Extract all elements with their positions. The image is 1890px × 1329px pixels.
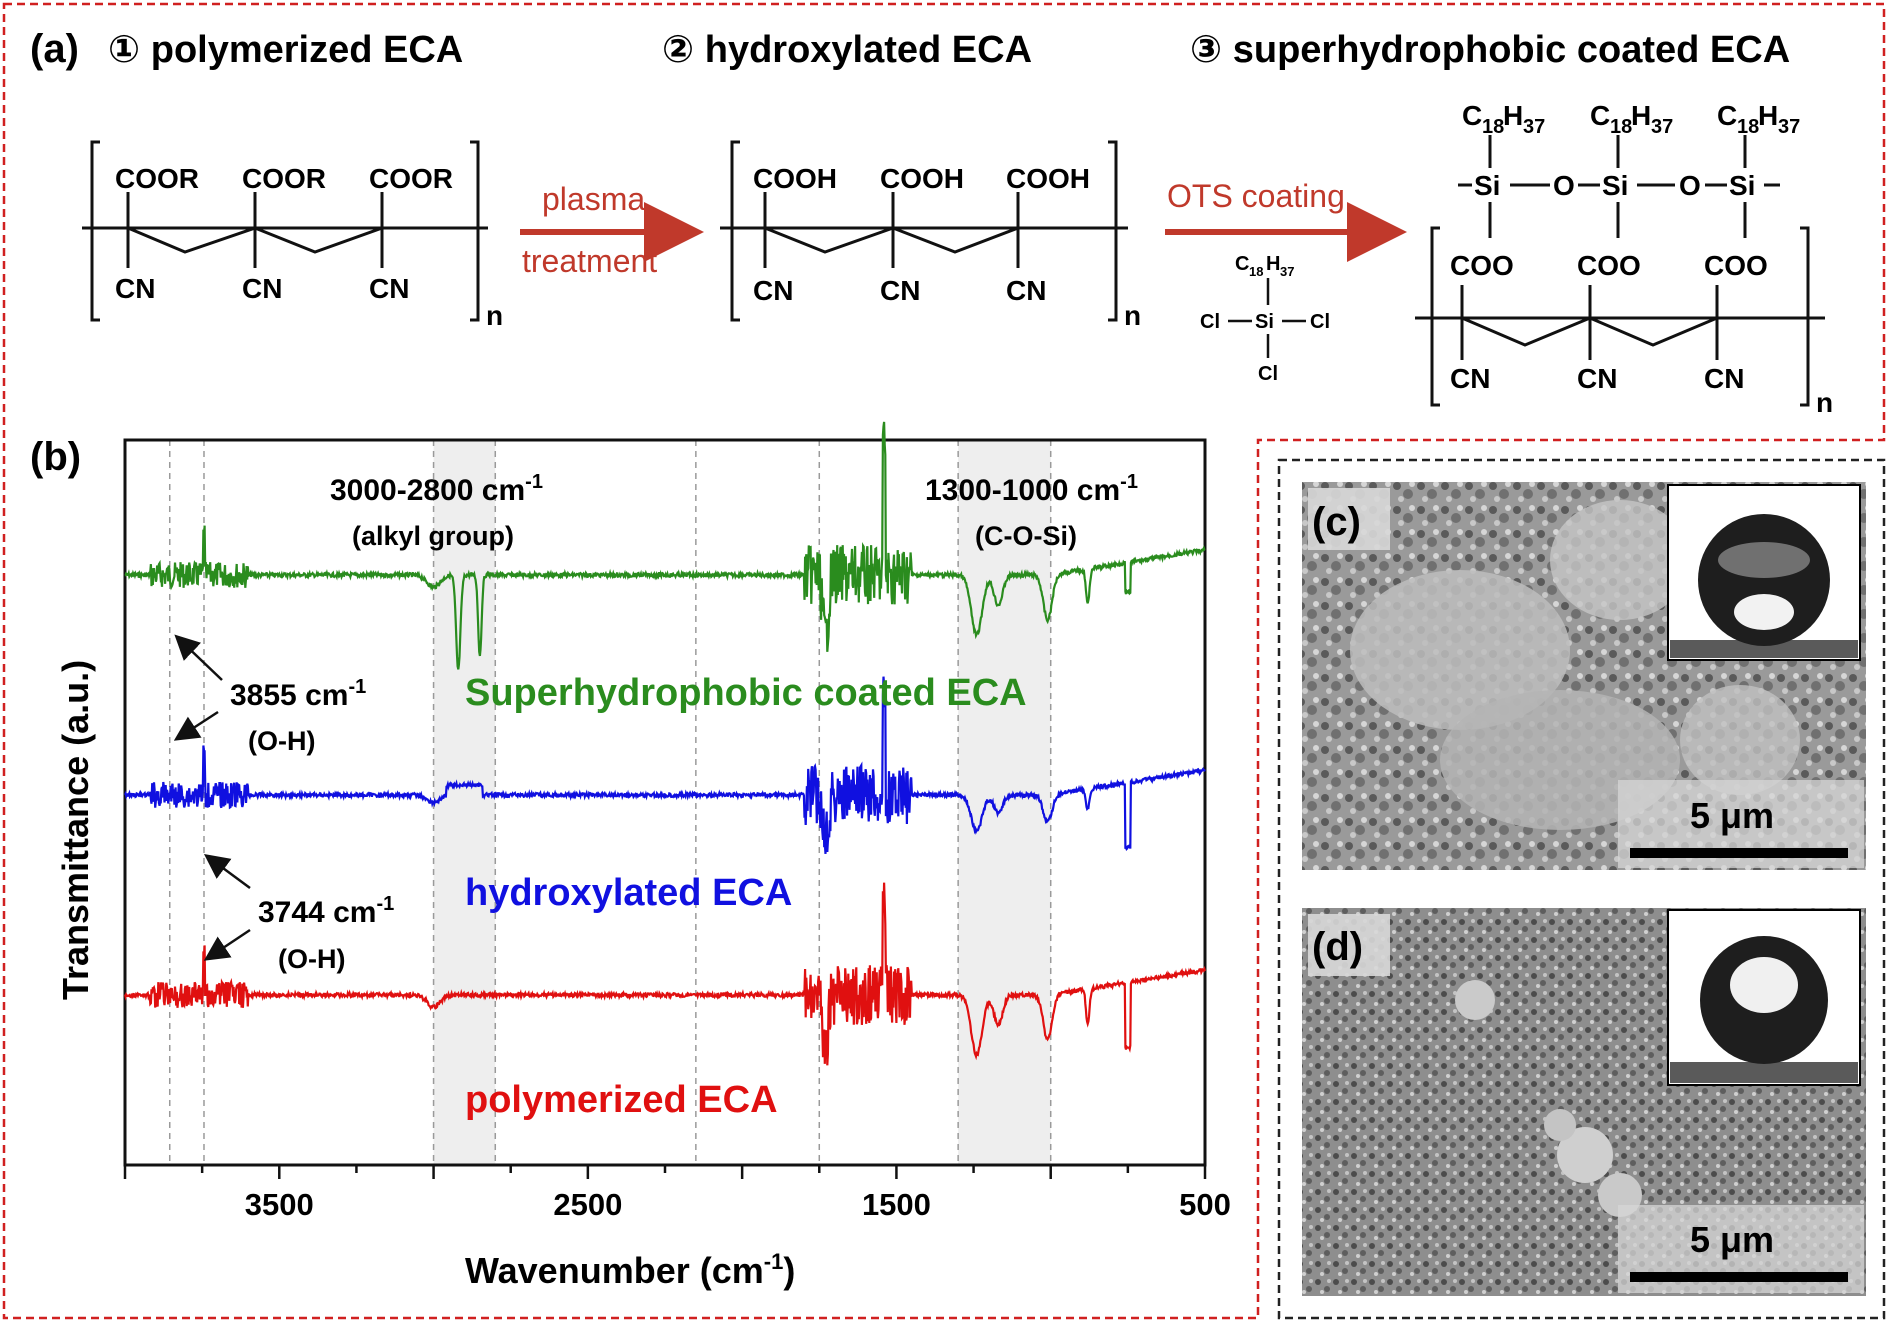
peak-3744-label: 3744 cm-1 [258, 893, 394, 929]
panel-a-tag: (a) [30, 27, 79, 71]
cn-9: CN [1704, 363, 1744, 394]
stage2-title: ② hydroxylated ECA [662, 29, 1032, 71]
alkyl-chain-3: C 18 H 37 [1717, 100, 1800, 138]
svg-text:18: 18 [1482, 116, 1504, 138]
svg-text:H: H [1266, 253, 1280, 275]
alkyl-chain-1: C 18 H 37 [1462, 100, 1545, 138]
spectrum-polymerized-eca [123, 882, 1207, 1066]
svg-text:18: 18 [1249, 264, 1263, 279]
stage3-title: ③ superhydrophobic coated ECA [1190, 29, 1790, 71]
x-tick-label-1500: 1500 [862, 1187, 931, 1222]
repeat-n-2: n [1124, 300, 1141, 331]
svg-text:Cl: Cl [1258, 363, 1278, 385]
ftir-plot: 3500 2500 1500 500 [123, 421, 1231, 1222]
si-2: Si [1602, 170, 1628, 201]
sem-image-d: (d) 5 μm [1302, 908, 1866, 1296]
svg-text:H: H [1503, 100, 1523, 131]
o-1: O [1553, 170, 1575, 201]
scalebar-c [1630, 848, 1848, 858]
peak-3855-arrow-a [174, 634, 223, 681]
cn-6: CN [1006, 275, 1046, 306]
cooh-1: COOH [753, 163, 837, 194]
scalebar-label-c: 5 μm [1690, 795, 1774, 836]
structure-hydroxylated-eca [720, 140, 1128, 322]
cn-2: CN [242, 273, 282, 304]
peak-3744-sublabel: (O-H) [278, 944, 345, 974]
cn-7: CN [1450, 363, 1490, 394]
cooh-3: COOH [1006, 163, 1090, 194]
scalebar-label-d: 5 μm [1690, 1219, 1774, 1260]
ots-molecule: C 18 H 37 Si Cl Cl Cl [1200, 253, 1330, 385]
coo-1: COO [1450, 250, 1514, 281]
peak-3744-arrow-b [203, 928, 251, 961]
coo-3: COO [1704, 250, 1768, 281]
structure-coated-eca [1415, 135, 1825, 407]
svg-text:Cl: Cl [1310, 311, 1330, 333]
sem-image-c: (c) 5 μm [1302, 482, 1866, 870]
spectrum-hydroxylated-eca [124, 676, 1206, 854]
svg-text:37: 37 [1778, 116, 1800, 138]
repeat-n-3: n [1816, 387, 1833, 418]
series-label-red: polymerized ECA [465, 1079, 778, 1121]
peak-3855-label: 3855 cm-1 [230, 676, 366, 712]
svg-text:C: C [1235, 253, 1249, 275]
spectrum-superhydrophobic-coated-eca [124, 421, 1206, 670]
series-label-blue: hydroxylated ECA [465, 872, 792, 914]
svg-text:C: C [1462, 100, 1482, 131]
svg-text:H: H [1758, 100, 1778, 131]
svg-text:C: C [1717, 100, 1737, 131]
svg-text:37: 37 [1523, 116, 1545, 138]
svg-text:Si: Si [1255, 311, 1274, 333]
panel-c-tag: (c) [1312, 500, 1361, 544]
arrow1-top-label: plasma [542, 181, 645, 217]
water-droplet-c [1698, 514, 1830, 646]
cn-5: CN [880, 275, 920, 306]
svg-text:H: H [1631, 100, 1651, 131]
arrow1-bottom-label: treatment [522, 243, 657, 279]
structure-polymerized-eca [82, 140, 488, 322]
x-tick-label-3500: 3500 [245, 1187, 314, 1222]
panel-b-tag: (b) [30, 435, 81, 479]
panel-cd-frame [1277, 458, 1886, 1320]
x-axis-label: Wavenumber (cm-1) [465, 1249, 795, 1291]
cn-4: CN [753, 275, 793, 306]
peak-3855-sublabel: (O-H) [248, 726, 315, 756]
cn-1: CN [115, 273, 155, 304]
coor-3: COOR [369, 163, 453, 194]
coor-1: COOR [115, 163, 199, 194]
band-alkyl-sublabel: (alkyl group) [352, 521, 514, 551]
peak-3855-arrow-b [173, 710, 219, 741]
band-alkyl-label: 3000-2800 cm-1 [330, 471, 543, 507]
si-3: Si [1729, 170, 1755, 201]
arrow2-top-label: OTS coating [1167, 178, 1345, 214]
coo-2: COO [1577, 250, 1641, 281]
shaded-band-1 [433, 440, 496, 1165]
band-cosi-sublabel: (C-O-Si) [975, 521, 1077, 551]
x-tick-label-2500: 2500 [553, 1187, 622, 1222]
scalebar-d [1630, 1272, 1848, 1282]
cooh-2: COOH [880, 163, 964, 194]
repeat-n-1: n [486, 300, 503, 331]
alkyl-chain-2: C 18 H 37 [1590, 100, 1673, 138]
stage1-title: ① polymerized ECA [108, 29, 463, 71]
y-axis-label: Transmittance (a.u.) [55, 660, 96, 1000]
x-tick-label-500: 500 [1179, 1187, 1231, 1222]
o-2: O [1679, 170, 1701, 201]
svg-text:18: 18 [1610, 116, 1632, 138]
svg-text:18: 18 [1737, 116, 1759, 138]
cn-3: CN [369, 273, 409, 304]
si-1: Si [1474, 170, 1500, 201]
cn-8: CN [1577, 363, 1617, 394]
svg-text:37: 37 [1651, 116, 1673, 138]
svg-text:37: 37 [1280, 264, 1294, 279]
coor-2: COOR [242, 163, 326, 194]
peak-3744-arrow-a [203, 854, 251, 890]
series-label-green: Superhydrophobic coated ECA [465, 672, 1027, 714]
band-cosi-label: 1300-1000 cm-1 [925, 471, 1138, 507]
svg-text:C: C [1590, 100, 1610, 131]
panel-d-tag: (d) [1312, 925, 1363, 969]
svg-text:Cl: Cl [1200, 311, 1220, 333]
